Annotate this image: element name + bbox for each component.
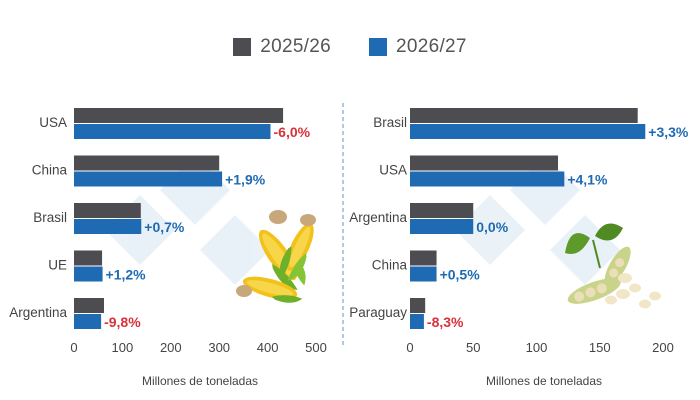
bar-2025-china <box>410 250 437 266</box>
bar-2025-brasil <box>74 203 141 218</box>
bar-2025-usa <box>410 155 559 171</box>
legend-item-2025: 2025/26 <box>233 36 331 58</box>
category-label: China <box>372 258 408 273</box>
category-label: Brasil <box>33 210 67 225</box>
data-label: +1,9% <box>225 172 266 188</box>
x-tick-label: 0 <box>70 340 77 355</box>
category-label: USA <box>39 115 67 130</box>
legend-swatch-2026 <box>369 38 387 56</box>
bar-2026-china <box>74 171 223 187</box>
data-label: +1,2% <box>106 267 147 283</box>
bar-2026-argentina <box>410 219 474 234</box>
legend-label-2025: 2025/26 <box>260 36 331 57</box>
bar-2026-argentina <box>74 314 102 329</box>
x-tick-label: 100 <box>112 340 134 355</box>
bar-2026-brasil <box>74 219 142 234</box>
bar-2025-usa <box>74 108 284 123</box>
bar-2026-ue <box>74 266 103 282</box>
corn-chart: USA -6,0% China +1,9% Brasil +0,7% UE +1,2% Arge… <box>9 108 327 388</box>
soybean-chart: Brasil +3,3% USA +4,1% Argentina 0,0% China +0,… <box>349 108 689 388</box>
bar-2026-usa <box>74 124 271 139</box>
bar-2026-brasil <box>410 124 646 139</box>
category-label: Brasil <box>373 115 407 130</box>
legend-label-2026: 2026/27 <box>396 36 467 57</box>
data-label: -6,0% <box>274 124 311 140</box>
x-tick-label: 0 <box>406 340 413 355</box>
data-label: +0,7% <box>144 219 185 235</box>
legend: 2025/26 2026/27 <box>0 36 700 58</box>
bar-2026-paraguay <box>410 314 424 329</box>
x-tick-label: 400 <box>257 340 279 355</box>
bar-2025-ue <box>74 250 103 266</box>
x-tick-label: 500 <box>305 340 327 355</box>
bar-2026-china <box>410 266 437 282</box>
bar-2025-paraguay <box>410 298 426 313</box>
data-label: -8,3% <box>427 314 464 330</box>
data-label: 0,0% <box>476 219 508 235</box>
soybean-icon <box>565 223 661 309</box>
category-label: Argentina <box>9 305 67 320</box>
x-tick-label: 50 <box>466 340 480 355</box>
category-label: Argentina <box>349 210 407 225</box>
corn-icon <box>236 210 316 303</box>
x-tick-label: 300 <box>208 340 230 355</box>
x-tick-label: 100 <box>526 340 548 355</box>
x-axis-label: Millones de toneladas <box>142 374 258 388</box>
bar-2025-argentina <box>74 298 105 313</box>
legend-swatch-2025 <box>233 38 252 56</box>
x-tick-label: 150 <box>589 340 611 355</box>
x-axis-label: Millones de toneladas <box>486 374 602 388</box>
x-tick-label: 200 <box>160 340 182 355</box>
category-label: UE <box>48 258 67 273</box>
bar-2026-usa <box>410 171 565 187</box>
category-label: China <box>32 163 68 178</box>
category-label: USA <box>379 163 407 178</box>
legend-item-2026: 2026/27 <box>369 36 467 58</box>
bar-2025-china <box>74 155 220 171</box>
data-label: +3,3% <box>648 124 689 140</box>
bar-2025-argentina <box>410 203 474 218</box>
data-label: +4,1% <box>567 172 608 188</box>
category-label: Paraguay <box>349 305 407 320</box>
data-label: -9,8% <box>104 314 141 330</box>
x-tick-label: 200 <box>652 340 674 355</box>
bar-2025-brasil <box>410 108 638 123</box>
data-label: +0,5% <box>440 267 481 283</box>
